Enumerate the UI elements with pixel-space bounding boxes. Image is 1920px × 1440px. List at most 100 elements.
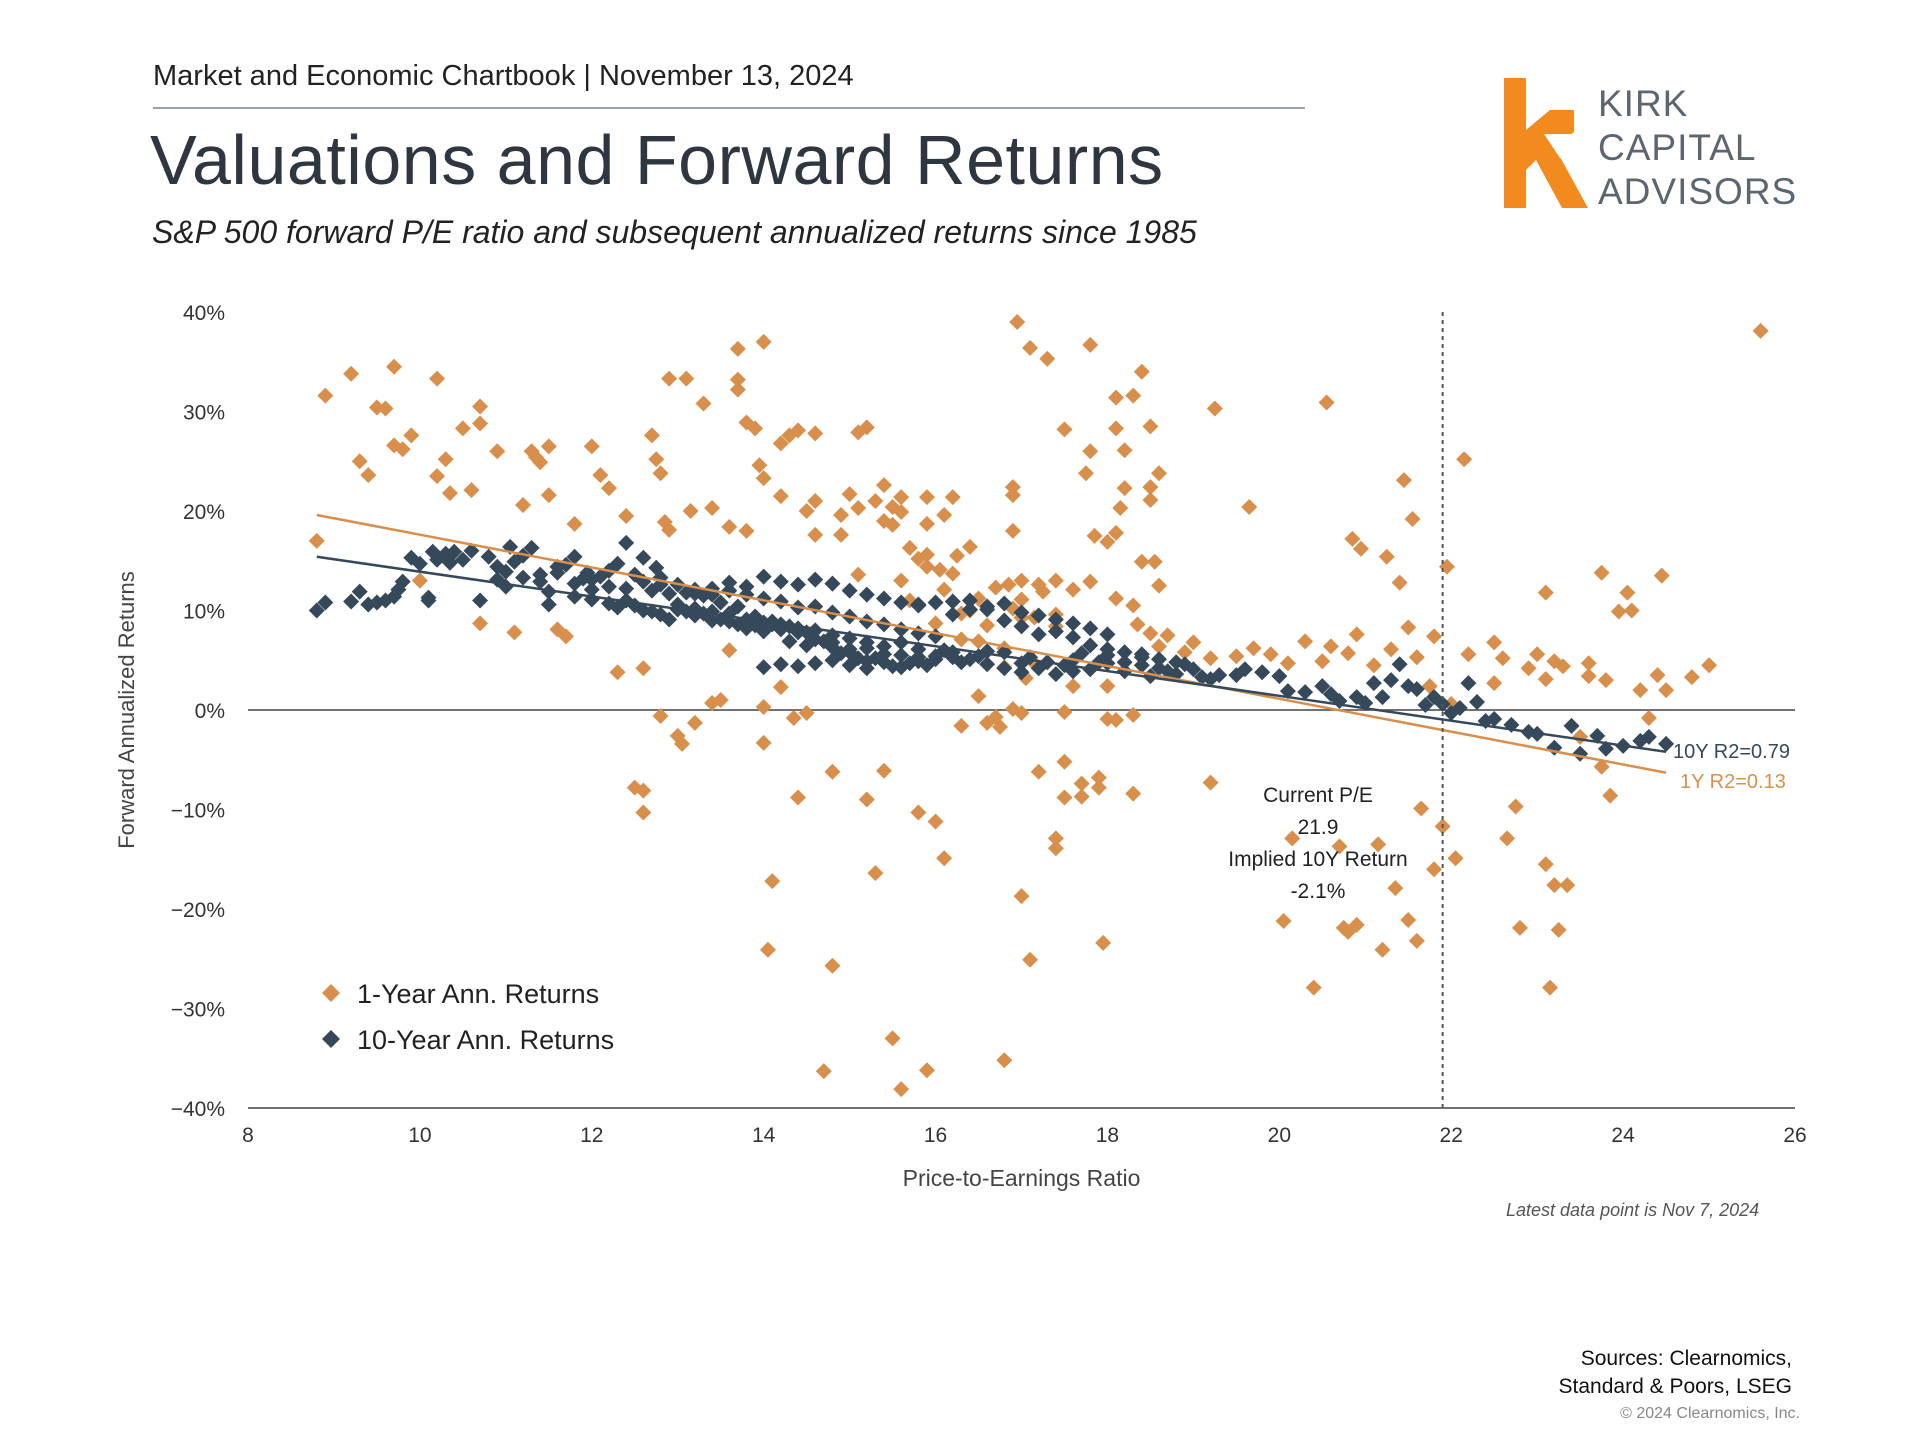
point-1y: [472, 398, 489, 415]
point-10y: [755, 568, 772, 585]
copyright: © 2024 Clearnomics, Inc.: [1620, 1405, 1800, 1422]
header-divider: [153, 107, 1305, 109]
point-1y: [1520, 660, 1537, 677]
point-10y: [1236, 661, 1253, 678]
point-1y: [884, 1030, 901, 1047]
point-1y: [1151, 638, 1168, 655]
point-10y: [807, 655, 824, 672]
point-1y: [1108, 389, 1125, 406]
point-10y: [772, 656, 789, 673]
point-1y: [1537, 856, 1554, 873]
point-10y: [927, 628, 944, 645]
point-10y: [1047, 611, 1064, 628]
point-1y: [566, 515, 583, 532]
point-1y: [1507, 798, 1524, 815]
point-10y: [1047, 666, 1064, 683]
point-1y: [678, 370, 695, 387]
point-1y: [850, 566, 867, 583]
point-10y: [944, 593, 961, 610]
point-10y: [790, 658, 807, 675]
y-axis-title: Forward Annualized Returns: [114, 571, 139, 849]
y-tick-label: −10%: [171, 800, 225, 823]
point-1y: [1408, 649, 1425, 666]
point-1y: [1623, 602, 1640, 619]
logo-k-notch: [1544, 134, 1578, 158]
point-1y: [729, 371, 746, 388]
point-10y: [463, 542, 480, 559]
point-1y: [441, 485, 458, 502]
point-1y: [824, 957, 841, 974]
x-axis-title: Price-to-Earnings Ratio: [903, 1165, 1141, 1191]
point-10y: [790, 576, 807, 593]
point-1y: [1344, 530, 1361, 547]
point-10y: [772, 573, 789, 590]
point-10y: [1486, 710, 1503, 727]
point-1y: [1030, 763, 1047, 780]
point-10y: [472, 592, 489, 609]
point-10y: [996, 612, 1013, 629]
point-10y: [996, 595, 1013, 612]
point-1y: [1125, 706, 1142, 723]
point-1y: [386, 358, 403, 375]
point-1y: [1133, 553, 1150, 570]
point-1y: [1318, 394, 1335, 411]
point-1y: [824, 763, 841, 780]
point-1y: [1039, 350, 1056, 367]
point-1y: [1322, 638, 1339, 655]
point-10y: [446, 543, 463, 560]
point-10y: [1572, 745, 1589, 762]
x-tick-label: 16: [924, 1124, 947, 1147]
logo-line-kirk: KIRK: [1598, 83, 1689, 124]
trendlines: [316, 513, 1667, 774]
point-1y: [1073, 775, 1090, 792]
point-1y: [901, 539, 918, 556]
point-1y: [944, 565, 961, 582]
point-10y: [858, 660, 875, 677]
logo-wordmark: KIRK CAPITAL ADVISORS: [1598, 82, 1797, 214]
point-1y: [472, 415, 489, 432]
point-10y: [1013, 664, 1030, 681]
y-tick-label: 30%: [183, 402, 225, 425]
point-1y: [987, 579, 1004, 596]
point-1y: [635, 660, 652, 677]
point-1y: [1658, 682, 1675, 699]
point-1y: [1125, 785, 1142, 802]
point-1y: [1486, 634, 1503, 651]
y-tick-label: 0%: [195, 700, 225, 723]
point-1y: [377, 400, 394, 417]
point-10y: [755, 590, 772, 607]
point-10y: [1563, 717, 1580, 734]
point-1y: [648, 451, 665, 468]
x-tick-label: 18: [1096, 1124, 1119, 1147]
point-1y: [1000, 576, 1017, 593]
point-10y: [1391, 656, 1408, 673]
point-1y: [1602, 787, 1619, 804]
point-1y: [893, 572, 910, 589]
point-10y: [824, 652, 841, 669]
y-tick-label: −20%: [171, 899, 225, 922]
point-10y: [1383, 672, 1400, 689]
point-1y: [798, 503, 815, 519]
logo-line-capital: CAPITAL: [1598, 127, 1757, 168]
point-10y: [618, 580, 635, 597]
point-1y: [674, 735, 691, 752]
point-1y: [429, 468, 446, 485]
point-1y: [1683, 669, 1700, 686]
chartbook-header: Market and Economic Chartbook | November…: [153, 60, 854, 92]
point-10y: [1297, 684, 1314, 701]
point-1y: [1034, 583, 1051, 600]
point-1y: [437, 451, 454, 468]
point-10y: [1185, 661, 1202, 678]
point-10y: [781, 633, 798, 650]
point-1y: [729, 340, 746, 357]
point-1y: [1275, 912, 1292, 929]
point-1y: [394, 441, 411, 458]
point-1y: [1004, 487, 1021, 504]
point-1y: [308, 532, 325, 549]
point-10y: [841, 582, 858, 599]
point-1y: [772, 435, 789, 452]
point-1y: [652, 465, 669, 482]
point-10y: [858, 640, 875, 657]
point-1y: [1378, 548, 1395, 565]
point-10y: [1451, 700, 1468, 717]
